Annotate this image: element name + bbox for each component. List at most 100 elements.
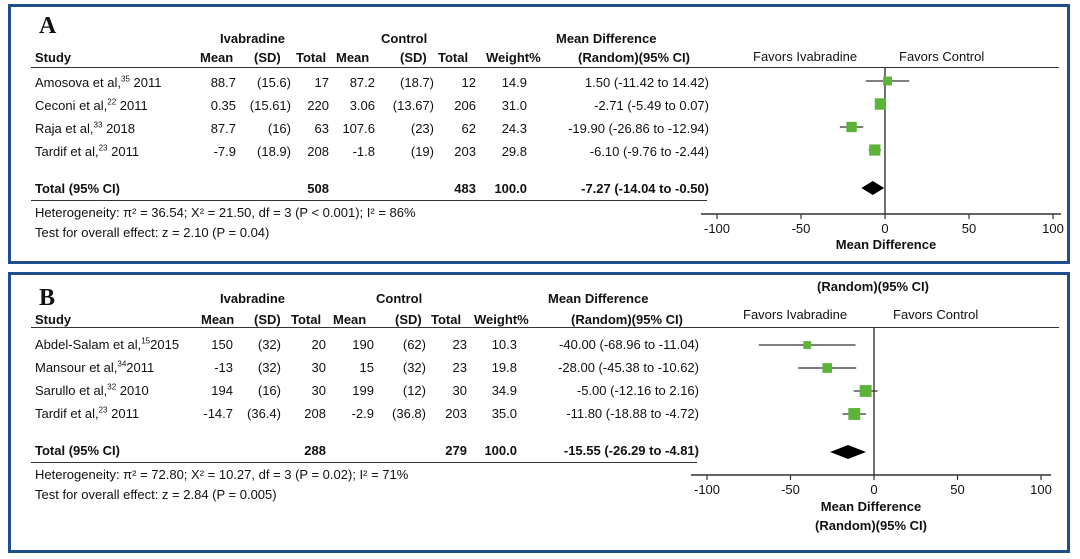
total-label: Total (95% CI) bbox=[35, 443, 120, 458]
col-c-sd: (SD) bbox=[395, 312, 422, 327]
effect-square bbox=[874, 98, 887, 110]
md-ci: 1.50 (-11.42 to 14.42) bbox=[584, 75, 709, 90]
panel-a: A Ivabradine Control Mean Difference Stu… bbox=[8, 4, 1070, 264]
c-mean: 190 bbox=[352, 337, 374, 352]
weight: 100.0 bbox=[494, 181, 527, 196]
c-sd: (62) bbox=[402, 337, 426, 352]
plot-top-label: (Random)(95% CI) bbox=[817, 279, 929, 294]
study-name: Amosova et al, bbox=[35, 75, 121, 90]
col-iv-mean: Mean bbox=[201, 312, 235, 327]
iv-total: 208 bbox=[307, 144, 329, 159]
md-ci: -2.71 (-5.49 to 0.07) bbox=[594, 98, 709, 113]
header-rule bbox=[31, 67, 1059, 68]
study-ref: 23 bbox=[98, 143, 108, 153]
col-md-ci: (Random)(95% CI) bbox=[571, 312, 683, 327]
c-total: 12 bbox=[461, 75, 476, 90]
study-year: 2011 bbox=[126, 360, 155, 375]
effect-header: Mean Difference bbox=[556, 31, 657, 46]
weight: 10.3 bbox=[491, 337, 517, 352]
study-ref: 33 bbox=[93, 120, 103, 130]
study-ref: 15 bbox=[141, 336, 151, 346]
favors-right: Favors Control bbox=[899, 49, 985, 64]
weight: 34.9 bbox=[491, 383, 517, 398]
axis-title: Mean Difference bbox=[835, 237, 937, 252]
c-sd: (23) bbox=[410, 121, 434, 136]
c-sd: (19) bbox=[410, 144, 434, 159]
c-total: 23 bbox=[452, 337, 467, 352]
md-ci: -40.00 (-68.96 to -11.04) bbox=[559, 337, 699, 352]
iv-mean: -7.9 bbox=[213, 144, 236, 159]
group-header-control: Control bbox=[381, 31, 428, 46]
col-c-mean: Mean bbox=[333, 312, 367, 327]
weight: 19.8 bbox=[491, 360, 517, 375]
c-sd: (12) bbox=[402, 383, 426, 398]
iv-total: 17 bbox=[314, 75, 329, 90]
heterogeneity: Heterogeneity: π² = 36.54; X² = 21.50, d… bbox=[35, 205, 416, 220]
c-sd: (13.67) bbox=[392, 98, 434, 113]
heterogeneity: Heterogeneity: π² = 72.80; X² = 10.27, d… bbox=[35, 467, 409, 482]
forest-plot-b: -100 -50 0 50 100 bbox=[691, 327, 1052, 497]
header-rule bbox=[31, 327, 1059, 328]
col-c-total: Total bbox=[431, 312, 462, 327]
x-tick-label: -100 bbox=[694, 482, 720, 497]
effect-square bbox=[848, 408, 861, 420]
x-tick-label: 50 bbox=[950, 482, 964, 497]
iv-total: 220 bbox=[307, 98, 329, 113]
iv-total: 208 bbox=[304, 406, 326, 421]
iv-total: 20 bbox=[311, 337, 326, 352]
iv-sd: (32) bbox=[257, 360, 281, 375]
iv-mean: -13 bbox=[214, 360, 233, 375]
md-ci: -5.00 (-12.16 to 2.16) bbox=[576, 383, 699, 398]
study-year: 2011 bbox=[111, 144, 140, 159]
study-name: Abdel-Salam et al, bbox=[35, 337, 142, 352]
panel-b: B Ivabradine Control Mean Difference (Ra… bbox=[8, 272, 1070, 553]
col-c-mean: Mean bbox=[336, 50, 370, 65]
col-iv-total: Total bbox=[296, 50, 327, 65]
col-weight: Weight% bbox=[486, 50, 541, 65]
col-iv-sd: (SD) bbox=[254, 50, 281, 65]
study-ref: 22 bbox=[107, 97, 117, 107]
c-total: 30 bbox=[452, 383, 467, 398]
c-sd: (36.8) bbox=[392, 406, 426, 421]
col-weight: Weight% bbox=[474, 312, 529, 327]
col-md-ci: (Random)(95% CI) bbox=[578, 50, 690, 65]
forest-plot-a: -100 -50 0 50 100 bbox=[701, 67, 1064, 236]
x-tick-label: 0 bbox=[870, 482, 877, 497]
iv-mean: 87.7 bbox=[210, 121, 236, 136]
col-c-total: Total bbox=[438, 50, 469, 65]
c-mean: 3.06 bbox=[349, 98, 375, 113]
iv-mean: -14.7 bbox=[203, 406, 233, 421]
c-mean: 107.6 bbox=[342, 121, 375, 136]
iv-total: 30 bbox=[311, 383, 326, 398]
effect-square bbox=[883, 76, 892, 86]
col-c-sd: (SD) bbox=[400, 50, 427, 65]
c-total: 203 bbox=[454, 144, 476, 159]
panel-letter: B bbox=[39, 285, 56, 311]
weight: 24.3 bbox=[501, 121, 527, 136]
total-label: Total (95% CI) bbox=[35, 181, 120, 196]
pooled-diamond bbox=[830, 445, 866, 459]
c-mean: 87.2 bbox=[349, 75, 375, 90]
col-study: Study bbox=[35, 50, 72, 65]
favors-left: Favors Ivabradine bbox=[753, 49, 858, 64]
effect-square bbox=[859, 385, 872, 397]
weight: 31.0 bbox=[501, 98, 527, 113]
study-ref: 32 bbox=[107, 382, 117, 392]
x-tick-label: 100 bbox=[1042, 221, 1064, 236]
col-iv-total: Total bbox=[291, 312, 322, 327]
group-header-control: Control bbox=[376, 291, 423, 306]
md-ci: -28.00 (-45.38 to -10.62) bbox=[558, 360, 699, 375]
c-mean: -2.9 bbox=[351, 406, 374, 421]
col-study: Study bbox=[35, 312, 72, 327]
x-tick-label: 50 bbox=[962, 221, 976, 236]
study-name: Raja et al, bbox=[35, 121, 94, 136]
iv-mean: 150 bbox=[211, 337, 233, 352]
iv-mean: 0.35 bbox=[210, 98, 236, 113]
c-total: 62 bbox=[461, 121, 476, 136]
weight: 100.0 bbox=[484, 443, 517, 458]
overall-effect: Test for overall effect: z = 2.10 (P = 0… bbox=[35, 225, 270, 240]
iv-total: 30 bbox=[311, 360, 326, 375]
study-name: Tardif et al, bbox=[35, 406, 99, 421]
group-header-ivabradine: Ivabradine bbox=[220, 291, 286, 306]
group-header-ivabradine: Ivabradine bbox=[220, 31, 286, 46]
